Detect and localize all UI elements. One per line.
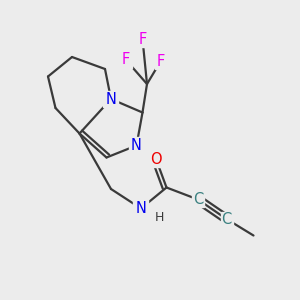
Bar: [136, 32, 148, 46]
Bar: [220, 212, 232, 226]
Text: N: N: [136, 201, 146, 216]
Text: F: F: [138, 32, 147, 46]
Bar: [103, 91, 118, 107]
Text: H: H: [154, 211, 164, 224]
Bar: [154, 54, 166, 69]
Text: O: O: [150, 152, 162, 166]
Text: F: F: [156, 54, 165, 69]
Text: F: F: [122, 52, 130, 68]
Text: C: C: [193, 192, 203, 207]
Bar: [134, 200, 148, 217]
Bar: [192, 192, 204, 207]
Text: N: N: [106, 92, 116, 106]
Text: N: N: [131, 138, 142, 153]
Text: C: C: [221, 212, 232, 226]
Bar: [148, 151, 164, 167]
Bar: [129, 137, 144, 154]
Bar: [120, 52, 132, 68]
